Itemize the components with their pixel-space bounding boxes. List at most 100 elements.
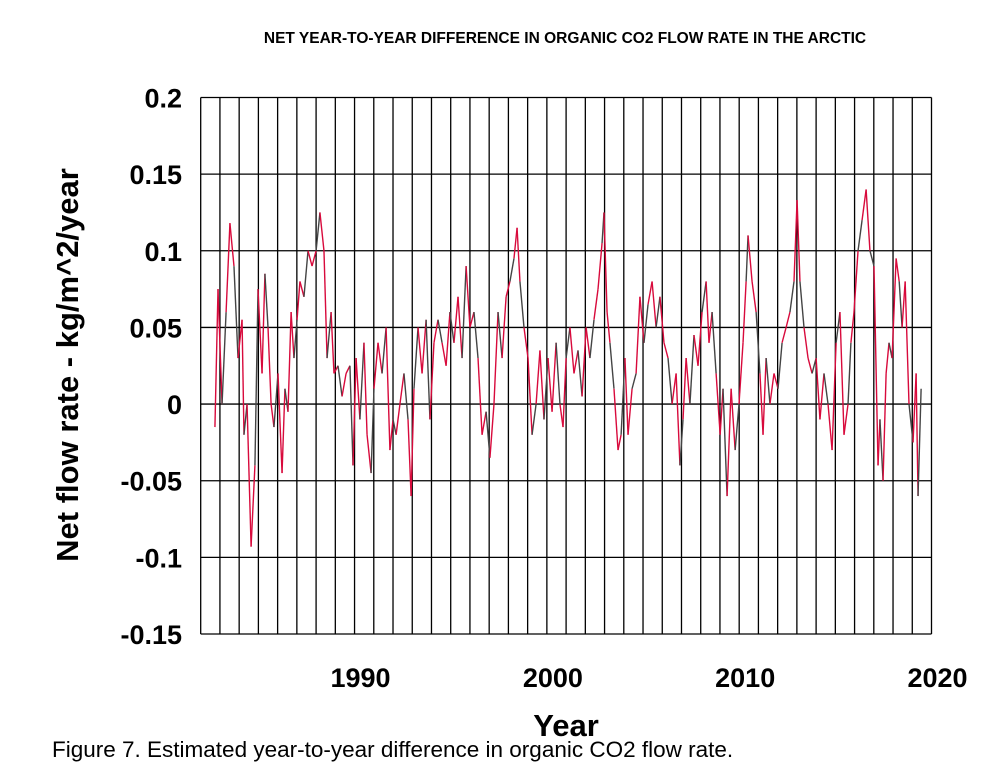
y-tick-label: 0.1 <box>144 237 182 267</box>
series-segment <box>796 200 801 282</box>
series-segment <box>647 281 653 305</box>
series-segment <box>267 327 272 405</box>
series-segment <box>693 335 699 366</box>
series-segment <box>326 312 332 359</box>
series-segment <box>915 373 919 497</box>
series-segment <box>777 342 783 389</box>
series-segment <box>410 388 415 497</box>
series-segment <box>341 373 347 397</box>
series-segment <box>535 350 541 405</box>
series-segment <box>562 358 567 428</box>
series-segment <box>257 289 263 374</box>
series-segment <box>337 365 343 397</box>
chart-title: NET YEAR-TO-YEAR DIFFERENCE IN ORGANIC C… <box>263 30 867 47</box>
series-segment <box>381 327 387 374</box>
series-segment <box>270 403 275 428</box>
series-segment <box>551 342 557 412</box>
series-segment <box>516 227 521 282</box>
y-tick-label: -0.15 <box>120 620 182 650</box>
y-tick-label: 0 <box>167 390 182 420</box>
series-segment <box>287 312 292 412</box>
series-segment <box>663 342 669 359</box>
series-segment <box>425 319 431 420</box>
series-segment <box>445 312 451 366</box>
series-segment <box>543 358 549 420</box>
series-segment <box>359 342 365 420</box>
series-segment <box>299 281 305 297</box>
series-segment <box>333 365 339 374</box>
series-segment <box>631 373 637 389</box>
series-segment <box>708 312 713 343</box>
series-segment <box>785 311 791 328</box>
x-tick-label: 2020 <box>907 663 967 693</box>
series-segment <box>667 358 673 405</box>
series-segment <box>861 189 867 221</box>
series-segment <box>850 312 855 343</box>
series-segment <box>293 319 298 359</box>
series-segment <box>606 312 611 343</box>
series-segment <box>685 358 691 405</box>
series-segment <box>869 250 875 267</box>
series-segment <box>281 388 286 474</box>
series-segment <box>617 434 622 451</box>
series-segment <box>811 357 817 374</box>
series-segment <box>221 312 227 405</box>
series-segment <box>803 327 809 359</box>
series-segment <box>675 373 681 466</box>
series-segment <box>701 281 707 313</box>
series-segment <box>509 258 515 282</box>
series-segment <box>613 388 619 451</box>
series-segment <box>898 281 903 328</box>
series-segment <box>217 289 223 405</box>
x-axis-label: Year <box>533 708 599 743</box>
series-segment <box>827 404 833 451</box>
series-segment <box>531 403 537 435</box>
series-segment <box>330 312 335 374</box>
series-segment <box>349 365 354 466</box>
series-segment <box>315 212 321 251</box>
series-segment <box>879 419 884 481</box>
x-tick-label: 2010 <box>715 663 775 693</box>
series-segment <box>519 281 525 328</box>
series-segment <box>908 403 914 443</box>
series-segment <box>627 388 633 435</box>
series-segment <box>847 342 852 405</box>
series-segment <box>264 273 269 328</box>
series-line <box>214 189 922 547</box>
series-segment <box>453 296 459 343</box>
series-segment <box>719 388 724 435</box>
series-segment <box>469 311 475 328</box>
series-segment <box>762 358 767 435</box>
series-segment <box>457 296 463 359</box>
y-axis-label: Net flow rate - kg/m^2/year <box>50 168 85 562</box>
grid <box>200 96 933 635</box>
series-segment <box>730 388 736 451</box>
series-segment <box>237 319 243 359</box>
series-segment <box>885 342 890 374</box>
series-segment <box>643 304 649 343</box>
series-segment <box>659 296 665 343</box>
series-segment <box>603 212 608 313</box>
y-tick-label: -0.1 <box>135 543 182 573</box>
series-segment <box>241 319 245 435</box>
y-tick-label: 0.2 <box>144 84 182 114</box>
series-segment <box>485 411 491 458</box>
series-segment <box>639 296 645 343</box>
series-segment <box>395 403 401 435</box>
series-segment <box>513 227 518 259</box>
series-segment <box>290 312 295 359</box>
series-segment <box>789 281 795 313</box>
series-segment <box>895 258 900 282</box>
series-segment <box>620 358 626 435</box>
series-segment <box>555 342 561 405</box>
series-segment <box>573 350 579 374</box>
series-segment <box>635 296 641 374</box>
series-segment <box>437 319 443 343</box>
series-segment <box>843 403 849 435</box>
series-segment <box>246 404 252 547</box>
series-segment <box>917 388 922 497</box>
series-segment <box>352 358 357 466</box>
series-segment <box>523 327 529 359</box>
x-tick-label: 1990 <box>331 663 391 693</box>
series-segment <box>277 373 283 474</box>
